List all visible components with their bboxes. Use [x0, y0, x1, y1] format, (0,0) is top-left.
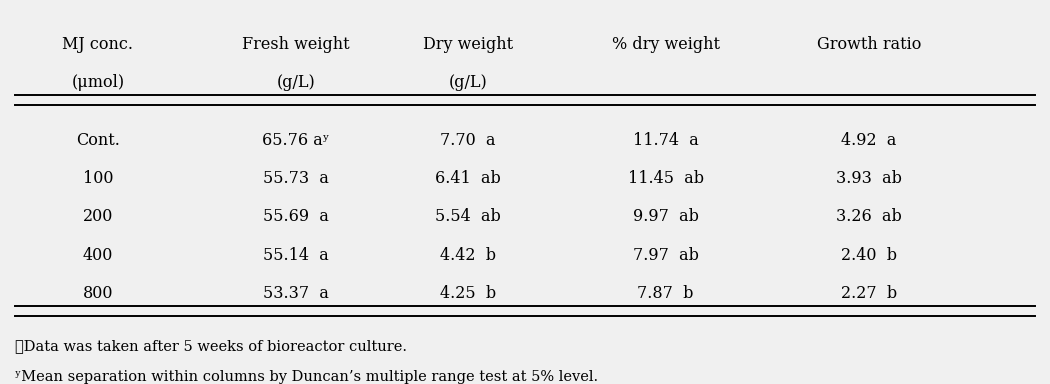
Text: Cont.: Cont.: [76, 132, 120, 149]
Text: % dry weight: % dry weight: [611, 36, 719, 53]
Text: Dry weight: Dry weight: [423, 36, 512, 53]
Text: (μmol): (μmol): [71, 74, 125, 91]
Text: 7.87  b: 7.87 b: [637, 285, 694, 302]
Text: 3.26  ab: 3.26 ab: [836, 209, 902, 225]
Text: 4.42  b: 4.42 b: [440, 247, 496, 264]
Text: 11.45  ab: 11.45 ab: [628, 170, 704, 187]
Text: 200: 200: [83, 209, 113, 225]
Text: 53.37  a: 53.37 a: [262, 285, 329, 302]
Text: (g/L): (g/L): [448, 74, 487, 91]
Text: 4.92  a: 4.92 a: [841, 132, 897, 149]
Text: Growth ratio: Growth ratio: [817, 36, 921, 53]
Text: 65.76 aʸ: 65.76 aʸ: [262, 132, 330, 149]
Text: 9.97  ab: 9.97 ab: [633, 209, 698, 225]
Text: 55.73  a: 55.73 a: [262, 170, 329, 187]
Text: 55.14  a: 55.14 a: [262, 247, 329, 264]
Text: 7.97  ab: 7.97 ab: [633, 247, 698, 264]
Text: ʸMean separation within columns by Duncan’s multiple range test at 5% level.: ʸMean separation within columns by Dunca…: [15, 370, 597, 384]
Text: ᵴData was taken after 5 weeks of bioreactor culture.: ᵴData was taken after 5 weeks of bioreac…: [15, 339, 406, 353]
Text: (g/L): (g/L): [276, 74, 315, 91]
Text: 11.74  a: 11.74 a: [633, 132, 698, 149]
Text: 5.54  ab: 5.54 ab: [435, 209, 501, 225]
Text: 6.41  ab: 6.41 ab: [435, 170, 501, 187]
Text: Fresh weight: Fresh weight: [242, 36, 350, 53]
Text: 3.93  ab: 3.93 ab: [836, 170, 902, 187]
Text: 100: 100: [83, 170, 113, 187]
Text: 800: 800: [83, 285, 113, 302]
Text: 2.27  b: 2.27 b: [841, 285, 897, 302]
Text: 7.70  a: 7.70 a: [440, 132, 496, 149]
Text: 55.69  a: 55.69 a: [262, 209, 329, 225]
Text: 4.25  b: 4.25 b: [440, 285, 496, 302]
Text: MJ conc.: MJ conc.: [62, 36, 133, 53]
Text: 400: 400: [83, 247, 113, 264]
Text: 2.40  b: 2.40 b: [841, 247, 897, 264]
